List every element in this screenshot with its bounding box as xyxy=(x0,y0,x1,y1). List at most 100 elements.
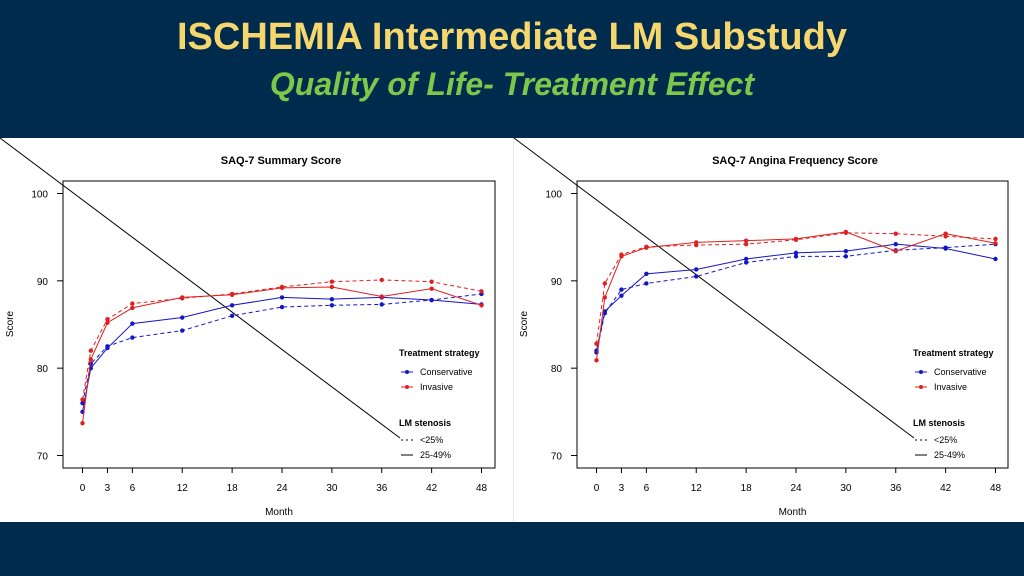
data-point xyxy=(793,250,799,256)
x-tick-label: 6 xyxy=(130,483,136,494)
data-point xyxy=(105,320,110,325)
data-point xyxy=(329,279,335,284)
y-axis-label: Score xyxy=(519,311,530,338)
y-tick-label: 70 xyxy=(37,452,49,463)
chart-panel-area xyxy=(0,138,1024,522)
series-line xyxy=(596,232,996,344)
data-point xyxy=(329,296,335,302)
legend-title: LM stenosis xyxy=(913,418,965,428)
y-tick-label: 100 xyxy=(545,190,562,201)
x-tick-label: 18 xyxy=(741,483,753,494)
plot-frame xyxy=(576,180,1009,469)
data-point xyxy=(594,358,599,363)
data-point xyxy=(743,241,749,247)
y-tick-label: 70 xyxy=(551,452,563,463)
x-tick-label: 30 xyxy=(326,483,338,494)
legend-label: <25% xyxy=(934,435,957,445)
legend-title: LM stenosis xyxy=(399,418,451,428)
data-point xyxy=(619,254,624,259)
data-point xyxy=(644,245,649,250)
x-tick-label: 6 xyxy=(644,483,650,494)
data-point xyxy=(229,313,235,318)
legend-label: 25-49% xyxy=(420,450,451,460)
data-point xyxy=(80,420,85,426)
data-point xyxy=(843,254,849,259)
data-point xyxy=(229,292,235,298)
x-tick-label: 0 xyxy=(80,483,86,494)
x-tick-label: 30 xyxy=(840,483,852,494)
data-point xyxy=(843,229,849,235)
legend-swatch-point xyxy=(405,370,409,374)
y-tick-label: 100 xyxy=(31,190,48,201)
legend-label: Invasive xyxy=(420,382,453,392)
data-point xyxy=(843,248,849,254)
data-point xyxy=(793,254,799,259)
data-point xyxy=(279,304,285,310)
data-point xyxy=(943,231,948,236)
data-point xyxy=(594,341,599,346)
data-point xyxy=(644,271,649,277)
data-point xyxy=(619,293,624,298)
data-point xyxy=(130,321,135,326)
x-tick-label: 36 xyxy=(890,483,902,494)
data-point xyxy=(329,303,335,308)
x-tick-label: 12 xyxy=(177,483,189,494)
x-tick-label: 3 xyxy=(619,483,625,494)
data-point xyxy=(644,281,649,286)
legend-title: Treatment strategy xyxy=(399,348,480,358)
y-axis-label: Score xyxy=(5,311,16,338)
legend-swatch-point xyxy=(919,370,923,374)
x-tick-label: 48 xyxy=(990,483,1002,494)
data-point xyxy=(180,328,185,333)
legend-swatch-point xyxy=(405,385,409,389)
data-point xyxy=(429,297,434,303)
x-tick-label: 24 xyxy=(276,483,288,494)
data-point xyxy=(602,309,608,314)
data-point xyxy=(893,241,898,247)
chart-title: SAQ-7 Summary Score xyxy=(221,155,341,167)
data-point xyxy=(694,267,699,272)
y-tick-label: 80 xyxy=(551,364,563,375)
x-tick-label: 36 xyxy=(376,483,388,494)
legend-swatch-point xyxy=(919,385,923,389)
x-tick-label: 12 xyxy=(691,483,703,494)
data-point xyxy=(180,315,185,320)
data-point xyxy=(893,248,898,254)
data-point xyxy=(694,240,699,245)
data-point xyxy=(105,317,110,322)
data-point xyxy=(88,357,94,362)
x-tick-label: 42 xyxy=(426,483,438,494)
data-point xyxy=(379,294,384,299)
data-point xyxy=(329,284,335,290)
x-axis-label: Month xyxy=(779,507,807,518)
series-line xyxy=(82,293,482,404)
data-point xyxy=(893,231,898,236)
data-point xyxy=(694,274,699,279)
x-tick-label: 3 xyxy=(105,483,111,494)
data-point xyxy=(602,281,608,286)
data-point xyxy=(479,303,484,308)
data-point xyxy=(743,238,749,243)
data-point xyxy=(379,302,384,307)
chart-title: SAQ-7 Angina Frequency Score xyxy=(712,155,878,167)
data-point xyxy=(180,295,185,300)
data-point xyxy=(429,286,434,291)
slide-subtitle: Quality of Life- Treatment Effect xyxy=(269,66,755,102)
data-point xyxy=(379,277,384,283)
series-line xyxy=(596,243,996,351)
panel-divider xyxy=(513,138,514,522)
y-tick-label: 80 xyxy=(37,364,49,375)
data-point xyxy=(793,236,799,242)
diagonal-line xyxy=(513,137,915,439)
data-point xyxy=(105,345,110,351)
data-point xyxy=(993,241,998,246)
x-tick-label: 48 xyxy=(476,483,488,494)
data-point xyxy=(80,397,85,402)
data-point xyxy=(619,287,624,292)
data-point xyxy=(993,256,998,262)
data-point xyxy=(743,256,749,262)
data-point xyxy=(279,285,285,291)
legend-title: Treatment strategy xyxy=(913,348,994,358)
data-point xyxy=(429,279,434,284)
